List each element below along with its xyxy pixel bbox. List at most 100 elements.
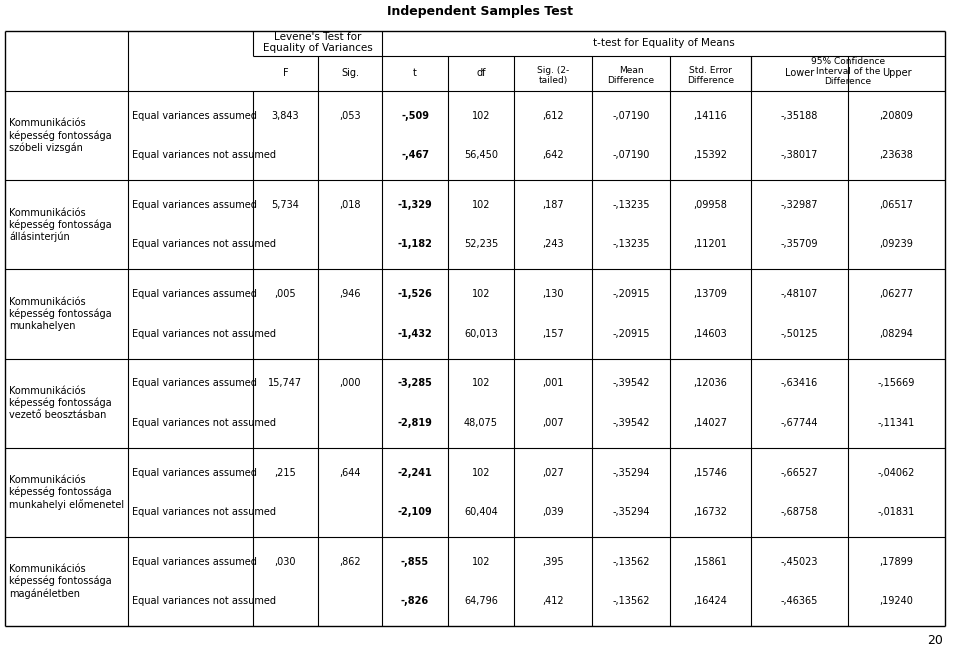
- Text: Equal variances assumed: Equal variances assumed: [132, 111, 257, 121]
- Text: t-test for Equality of Means: t-test for Equality of Means: [592, 37, 734, 48]
- Text: -,15669: -,15669: [877, 379, 915, 388]
- Text: Kommunikációs
képesség fontossága
munkahelyi előmenetel: Kommunikációs képesség fontossága munkah…: [9, 475, 124, 510]
- Text: 15,747: 15,747: [269, 379, 302, 388]
- Text: -,826: -,826: [401, 596, 429, 606]
- Text: Equal variances assumed: Equal variances assumed: [132, 557, 257, 567]
- Text: Equal variances assumed: Equal variances assumed: [132, 379, 257, 388]
- Text: Equal variances not assumed: Equal variances not assumed: [132, 151, 276, 160]
- Text: 102: 102: [471, 557, 491, 567]
- Text: ,612: ,612: [542, 111, 564, 121]
- Text: ,23638: ,23638: [879, 151, 913, 160]
- Text: -,13235: -,13235: [612, 240, 650, 249]
- Text: ,215: ,215: [275, 468, 297, 477]
- Text: Equal variances not assumed: Equal variances not assumed: [132, 240, 276, 249]
- Text: ,15392: ,15392: [693, 151, 728, 160]
- Text: -,39542: -,39542: [612, 418, 650, 428]
- Text: -,32987: -,32987: [780, 200, 818, 210]
- Text: Equal variances not assumed: Equal variances not assumed: [132, 507, 276, 517]
- Text: 102: 102: [471, 289, 491, 299]
- Text: Std. Error
Difference: Std. Error Difference: [687, 66, 734, 85]
- Text: ,395: ,395: [542, 557, 564, 567]
- Text: ,027: ,027: [542, 468, 564, 477]
- Text: 64,796: 64,796: [464, 596, 498, 606]
- Text: -1,182: -1,182: [397, 240, 432, 249]
- Text: Equal variances assumed: Equal variances assumed: [132, 200, 257, 210]
- Text: Kommunikációs
képesség fontossága
szóbeli vizsgán: Kommunikációs képesség fontossága szóbel…: [9, 118, 111, 153]
- Text: -1,526: -1,526: [397, 289, 432, 299]
- Text: t: t: [413, 68, 417, 79]
- Text: ,09239: ,09239: [879, 240, 913, 249]
- Text: ,11201: ,11201: [693, 240, 728, 249]
- Text: 3,843: 3,843: [272, 111, 300, 121]
- Text: 60,013: 60,013: [464, 329, 498, 339]
- Text: -1,432: -1,432: [397, 329, 432, 339]
- Text: -2,241: -2,241: [397, 468, 432, 477]
- Text: ,642: ,642: [542, 151, 564, 160]
- Text: -,13235: -,13235: [612, 200, 650, 210]
- Text: Kommunikációs
képesség fontossága
vezető beosztásban: Kommunikációs képesség fontossága vezető…: [9, 386, 111, 420]
- Text: df: df: [476, 68, 486, 79]
- Text: -,01831: -,01831: [877, 507, 915, 517]
- Text: -,48107: -,48107: [780, 289, 818, 299]
- Text: ,243: ,243: [542, 240, 564, 249]
- Text: -,66527: -,66527: [780, 468, 818, 477]
- Text: -,50125: -,50125: [780, 329, 818, 339]
- Text: -,20915: -,20915: [612, 329, 650, 339]
- Text: -2,109: -2,109: [397, 507, 432, 517]
- Text: -,35709: -,35709: [780, 240, 818, 249]
- Text: -,467: -,467: [401, 151, 429, 160]
- Text: -,63416: -,63416: [780, 379, 818, 388]
- Text: ,14027: ,14027: [693, 418, 728, 428]
- Text: -,68758: -,68758: [780, 507, 818, 517]
- Text: ,005: ,005: [275, 289, 297, 299]
- Text: 102: 102: [471, 379, 491, 388]
- Text: Sig.: Sig.: [341, 68, 359, 79]
- Text: ,053: ,053: [339, 111, 361, 121]
- Text: Independent Samples Test: Independent Samples Test: [387, 5, 573, 17]
- Text: ,14603: ,14603: [694, 329, 728, 339]
- Text: Equal variances not assumed: Equal variances not assumed: [132, 418, 276, 428]
- Text: -,11341: -,11341: [877, 418, 915, 428]
- Text: ,12036: ,12036: [693, 379, 728, 388]
- Text: ,06277: ,06277: [879, 289, 914, 299]
- Text: Mean
Difference: Mean Difference: [608, 66, 655, 85]
- Text: -,45023: -,45023: [780, 557, 818, 567]
- Text: ,946: ,946: [339, 289, 361, 299]
- Text: -1,329: -1,329: [397, 200, 432, 210]
- Text: -,07190: -,07190: [612, 111, 650, 121]
- Text: -,46365: -,46365: [780, 596, 818, 606]
- Text: 60,404: 60,404: [464, 507, 498, 517]
- Text: -,35294: -,35294: [612, 468, 650, 477]
- Text: -,13562: -,13562: [612, 596, 650, 606]
- Text: ,000: ,000: [339, 379, 361, 388]
- Text: Sig. (2-
tailed): Sig. (2- tailed): [537, 66, 569, 85]
- Text: 102: 102: [471, 200, 491, 210]
- Text: Kommunikációs
képesség fontossága
munkahelyen: Kommunikációs képesség fontossága munkah…: [9, 297, 111, 331]
- Text: ,15861: ,15861: [693, 557, 728, 567]
- Text: -2,819: -2,819: [397, 418, 432, 428]
- Text: ,018: ,018: [339, 200, 361, 210]
- Text: ,030: ,030: [275, 557, 297, 567]
- Text: ,001: ,001: [542, 379, 564, 388]
- Text: -,20915: -,20915: [612, 289, 650, 299]
- Text: -,04062: -,04062: [877, 468, 915, 477]
- Text: 56,450: 56,450: [464, 151, 498, 160]
- Text: Upper: Upper: [881, 68, 911, 79]
- Text: Equal variances not assumed: Equal variances not assumed: [132, 596, 276, 606]
- Text: ,20809: ,20809: [879, 111, 913, 121]
- Text: ,130: ,130: [542, 289, 564, 299]
- Text: ,09958: ,09958: [693, 200, 728, 210]
- Text: ,157: ,157: [542, 329, 564, 339]
- Text: Equal variances assumed: Equal variances assumed: [132, 468, 257, 477]
- Text: F: F: [282, 68, 288, 79]
- Text: Kommunikációs
képesség fontossága
állásinterjún: Kommunikációs képesség fontossága állási…: [9, 207, 111, 242]
- Text: -,855: -,855: [401, 557, 429, 567]
- Text: -,35188: -,35188: [780, 111, 818, 121]
- Text: Equal variances assumed: Equal variances assumed: [132, 289, 257, 299]
- Text: 102: 102: [471, 468, 491, 477]
- Text: ,14116: ,14116: [694, 111, 728, 121]
- Text: 48,075: 48,075: [464, 418, 498, 428]
- Text: ,187: ,187: [542, 200, 564, 210]
- Text: 95% Confidence
Interval of the
Difference: 95% Confidence Interval of the Differenc…: [811, 57, 885, 87]
- Text: -,13562: -,13562: [612, 557, 650, 567]
